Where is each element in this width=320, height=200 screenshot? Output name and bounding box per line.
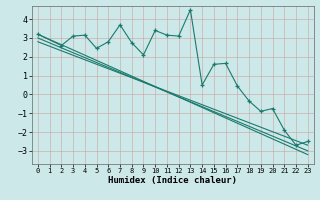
X-axis label: Humidex (Indice chaleur): Humidex (Indice chaleur) bbox=[108, 176, 237, 185]
